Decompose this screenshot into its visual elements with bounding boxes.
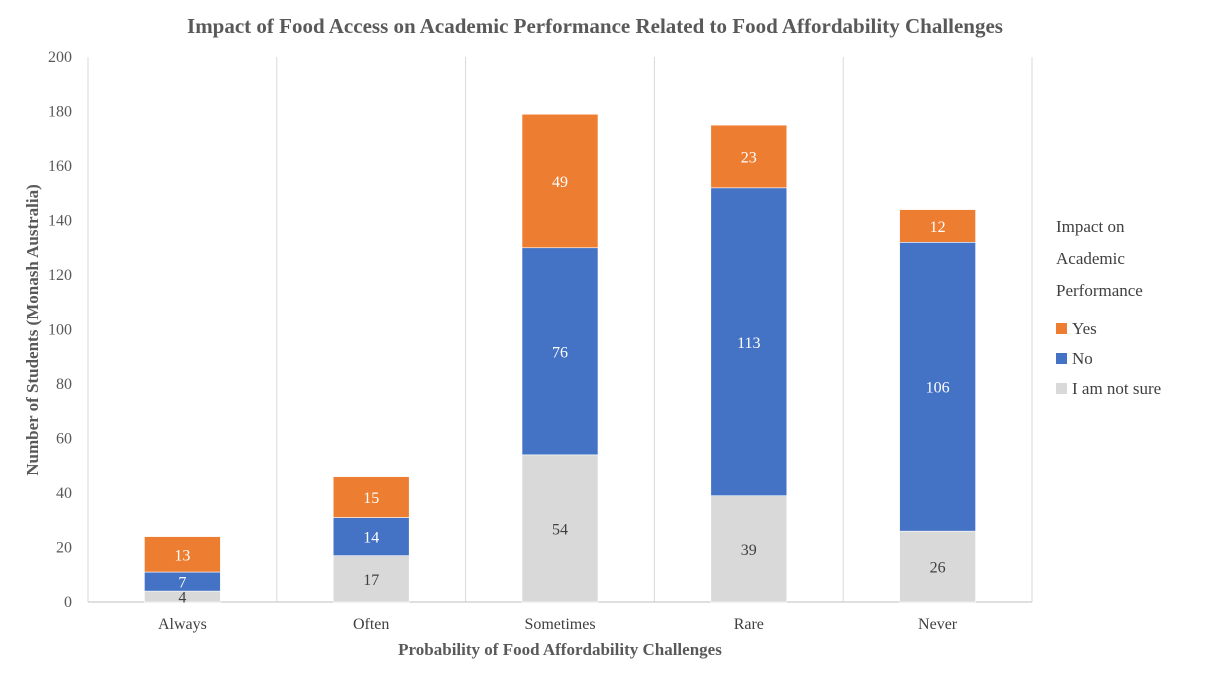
bar-segment-yes: [144, 536, 221, 573]
legend-swatch: [1056, 383, 1067, 394]
data-label-no: 14: [363, 530, 379, 547]
y-tick-label: 20: [56, 540, 72, 557]
bar-segment-i-am-not-sure: [332, 555, 410, 603]
chart-title: Impact of Food Access on Academic Perfor…: [187, 14, 1003, 38]
legend-title-line: Impact on: [1056, 217, 1125, 236]
data-label-i-am-not-sure: 39: [741, 542, 757, 559]
legend-entry-label: I am not sure: [1072, 379, 1161, 398]
legend-swatch: [1056, 323, 1067, 334]
bar-segment-no: [899, 242, 976, 532]
y-tick-label: 0: [64, 594, 72, 611]
bar-segment-yes: [332, 476, 410, 518]
x-category-label: Often: [353, 616, 389, 633]
bar-segment-yes: [521, 113, 599, 249]
data-label-yes: 15: [363, 490, 379, 507]
bar-segment-i-am-not-sure: [521, 454, 599, 603]
x-category-label: Always: [158, 616, 207, 633]
data-label-no: 113: [737, 335, 760, 352]
bar-segment-i-am-not-sure: [899, 530, 976, 603]
y-tick-label: 200: [48, 49, 72, 66]
data-label-yes: 49: [552, 174, 568, 191]
data-label-i-am-not-sure: 17: [363, 572, 379, 589]
data-label-yes: 23: [741, 149, 757, 166]
y-axis-title: Number of Students (Monash Australia): [23, 184, 42, 476]
y-tick-label: 140: [48, 213, 72, 230]
y-tick-label: 60: [56, 431, 72, 448]
y-tick-label: 180: [48, 104, 72, 121]
data-label-no: 106: [926, 380, 950, 397]
y-tick-label: 100: [48, 322, 72, 339]
y-tick-label: 160: [48, 158, 72, 175]
legend-swatch: [1056, 353, 1067, 364]
data-label-i-am-not-sure: 4: [178, 590, 186, 607]
data-label-no: 76: [552, 344, 568, 361]
y-axis-ticks: 0 20 40 60 80 100 120 140 160 180 200: [48, 49, 72, 611]
data-label-yes: 12: [930, 219, 946, 236]
x-category-label: Sometimes: [524, 616, 595, 633]
bar-segment-no: [710, 187, 788, 497]
x-category-label: Rare: [734, 616, 764, 633]
bar-segment-yes: [899, 209, 976, 243]
x-category-label: Never: [918, 616, 958, 633]
x-axis-categories: Always Often Sometimes Rare Never: [158, 616, 958, 633]
bar-segment-i-am-not-sure: [710, 495, 788, 603]
bar-segment-no: [332, 517, 410, 556]
x-axis-title: Probability of Food Affordability Challe…: [398, 640, 722, 659]
legend: Impact on Academic Performance Yes No I am no…: [1056, 217, 1161, 398]
legend-title-line: Academic: [1056, 249, 1125, 268]
y-tick-label: 120: [48, 267, 72, 284]
data-label-i-am-not-sure: 26: [930, 560, 946, 577]
y-tick-label: 80: [56, 376, 72, 393]
bar-segment-no: [521, 247, 599, 456]
legend-entry-label: Yes: [1072, 319, 1097, 338]
data-label-no: 7: [178, 575, 186, 592]
legend-title-line: Performance: [1056, 281, 1143, 300]
data-label-yes: 13: [174, 547, 190, 564]
bar-segment-yes: [710, 124, 788, 189]
data-label-i-am-not-sure: 54: [552, 521, 568, 538]
legend-entry-label: No: [1072, 349, 1093, 368]
bars: 47 13 17 14 15 54 76 49 39 113 23 26 106 12: [144, 113, 976, 607]
y-tick-label: 40: [56, 485, 72, 502]
